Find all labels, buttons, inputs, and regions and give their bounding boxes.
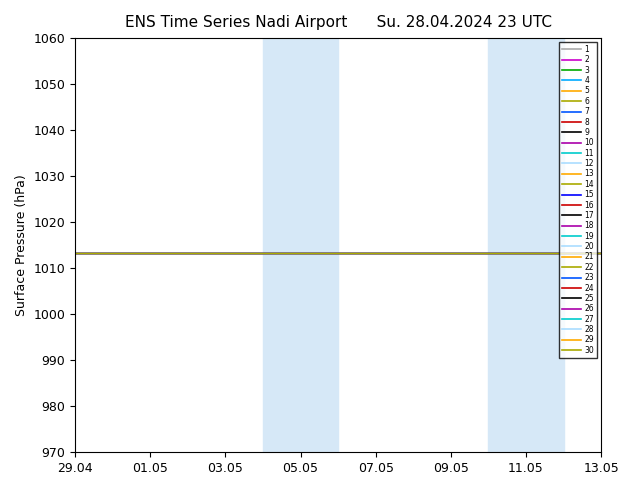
Title: ENS Time Series Nadi Airport      Su. 28.04.2024 23 UTC: ENS Time Series Nadi Airport Su. 28.04.2… (125, 15, 552, 30)
Bar (488, 38, 564, 452)
Y-axis label: Surface Pressure (hPa): Surface Pressure (hPa) (15, 174, 28, 316)
Legend: 1, 2, 3, 4, 5, 6, 7, 8, 9, 10, 11, 12, 13, 14, 15, 16, 17, 18, 19, 20, 21, 22, 2: 1, 2, 3, 4, 5, 6, 7, 8, 9, 10, 11, 12, 1… (559, 42, 597, 358)
Bar (263, 38, 338, 452)
